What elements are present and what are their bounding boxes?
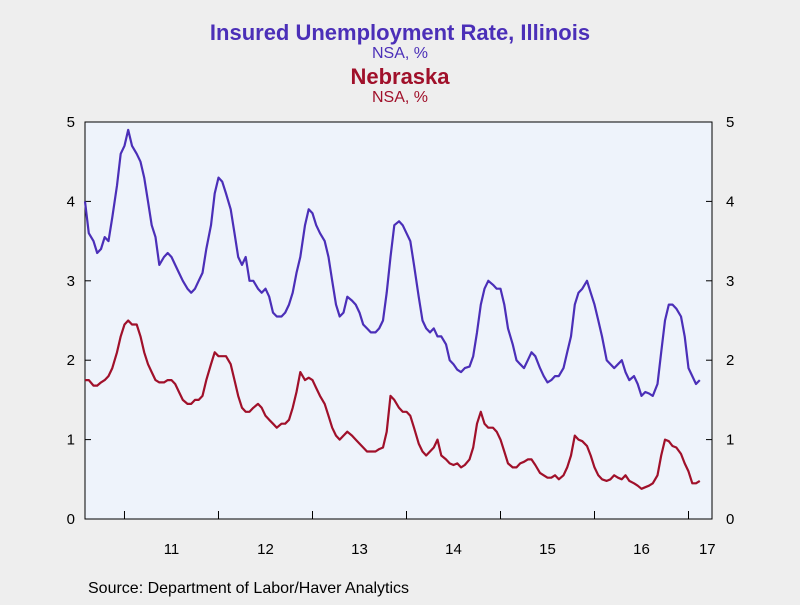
y-tick-label-right: 0 <box>726 511 734 528</box>
y-tick-label-right: 5 <box>726 114 734 131</box>
series-line-illinois <box>83 128 701 397</box>
y-tick-label-left: 0 <box>67 511 75 528</box>
y-tick-label-right: 2 <box>726 352 734 369</box>
x-tick-label: 13 <box>351 541 368 558</box>
x-tick-label: 17 <box>699 541 716 558</box>
x-tick-label: 14 <box>445 541 462 558</box>
y-tick-label-left: 1 <box>67 432 75 449</box>
y-tick-label-left: 2 <box>67 352 75 369</box>
y-tick-label-right: 1 <box>726 432 734 449</box>
source-note: Source: Department of Labor/Haver Analyt… <box>88 580 409 597</box>
y-tick-label-left: 5 <box>67 114 75 131</box>
chart-title-illinois: Insured Unemployment Rate, Illinois <box>210 20 590 45</box>
series-lines <box>83 128 701 490</box>
y-tick-label-right: 4 <box>726 193 734 210</box>
y-tick-label-left: 4 <box>67 193 75 210</box>
plot-area <box>84 121 713 520</box>
x-tick-label: 16 <box>633 541 650 558</box>
x-tick-label: 15 <box>539 541 556 558</box>
series-line-nebraska <box>85 319 701 490</box>
chart-subtitle-illinois: NSA, % <box>372 45 428 62</box>
chart-subtitle-nebraska: NSA, % <box>372 89 428 106</box>
x-tick-label: 12 <box>257 541 274 558</box>
x-tick-label: 11 <box>164 541 180 558</box>
chart-title-nebraska: Nebraska <box>350 64 450 89</box>
y-tick-label-left: 3 <box>67 273 75 290</box>
y-tick-label-right: 3 <box>726 273 734 290</box>
